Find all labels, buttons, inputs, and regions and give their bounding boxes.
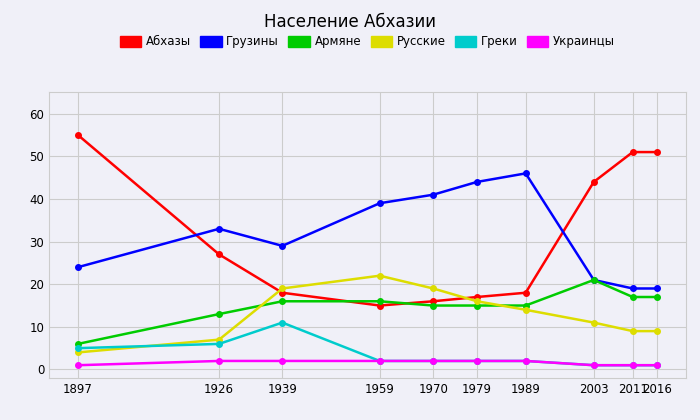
- Line: Армяне: Армяне: [75, 277, 660, 346]
- Русские: [589, 320, 598, 325]
- Украинцы: [522, 358, 530, 363]
- Line: Абхазы: Абхазы: [75, 132, 660, 308]
- Греки: [278, 320, 286, 325]
- Армяне: [375, 299, 384, 304]
- Абхазы: [74, 132, 82, 137]
- Армяне: [522, 303, 530, 308]
- Греки: [429, 358, 438, 363]
- Абхазы: [473, 294, 481, 299]
- Армяне: [278, 299, 286, 304]
- Line: Греки: Греки: [75, 320, 660, 368]
- Абхазы: [429, 299, 438, 304]
- Абхазы: [629, 150, 637, 155]
- Украинцы: [653, 363, 662, 368]
- Line: Украинцы: Украинцы: [75, 358, 660, 368]
- Армяне: [429, 303, 438, 308]
- Армяне: [653, 294, 662, 299]
- Армяне: [629, 294, 637, 299]
- Русские: [74, 350, 82, 355]
- Армяне: [74, 341, 82, 346]
- Legend: Абхазы, Грузины, Армяне, Русские, Греки, Украинцы: Абхазы, Грузины, Армяне, Русские, Греки,…: [120, 35, 615, 48]
- Грузины: [522, 171, 530, 176]
- Греки: [473, 358, 481, 363]
- Украинцы: [429, 358, 438, 363]
- Грузины: [215, 226, 223, 231]
- Русские: [278, 286, 286, 291]
- Греки: [522, 358, 530, 363]
- Грузины: [629, 286, 637, 291]
- Грузины: [653, 286, 662, 291]
- Абхазы: [653, 150, 662, 155]
- Русские: [522, 307, 530, 312]
- Грузины: [278, 243, 286, 248]
- Украинцы: [629, 363, 637, 368]
- Line: Русские: Русские: [75, 273, 660, 355]
- Русские: [653, 328, 662, 333]
- Украинцы: [74, 363, 82, 368]
- Греки: [375, 358, 384, 363]
- Грузины: [375, 201, 384, 206]
- Украинцы: [473, 358, 481, 363]
- Украинцы: [589, 363, 598, 368]
- Абхазы: [215, 252, 223, 257]
- Русские: [473, 299, 481, 304]
- Русские: [429, 286, 438, 291]
- Греки: [589, 363, 598, 368]
- Армяне: [473, 303, 481, 308]
- Украинцы: [278, 358, 286, 363]
- Грузины: [74, 265, 82, 270]
- Русские: [215, 337, 223, 342]
- Армяне: [215, 312, 223, 317]
- Украинцы: [215, 358, 223, 363]
- Греки: [653, 363, 662, 368]
- Русские: [375, 273, 384, 278]
- Украинцы: [375, 358, 384, 363]
- Абхазы: [589, 179, 598, 184]
- Грузины: [589, 278, 598, 283]
- Грузины: [429, 192, 438, 197]
- Греки: [629, 363, 637, 368]
- Абхазы: [375, 303, 384, 308]
- Греки: [215, 341, 223, 346]
- Абхазы: [522, 290, 530, 295]
- Line: Грузины: Грузины: [75, 171, 660, 291]
- Грузины: [473, 179, 481, 184]
- Греки: [74, 346, 82, 351]
- Абхазы: [278, 290, 286, 295]
- Русские: [629, 328, 637, 333]
- Text: Население Абхазии: Население Абхазии: [264, 13, 436, 31]
- Армяне: [589, 278, 598, 283]
